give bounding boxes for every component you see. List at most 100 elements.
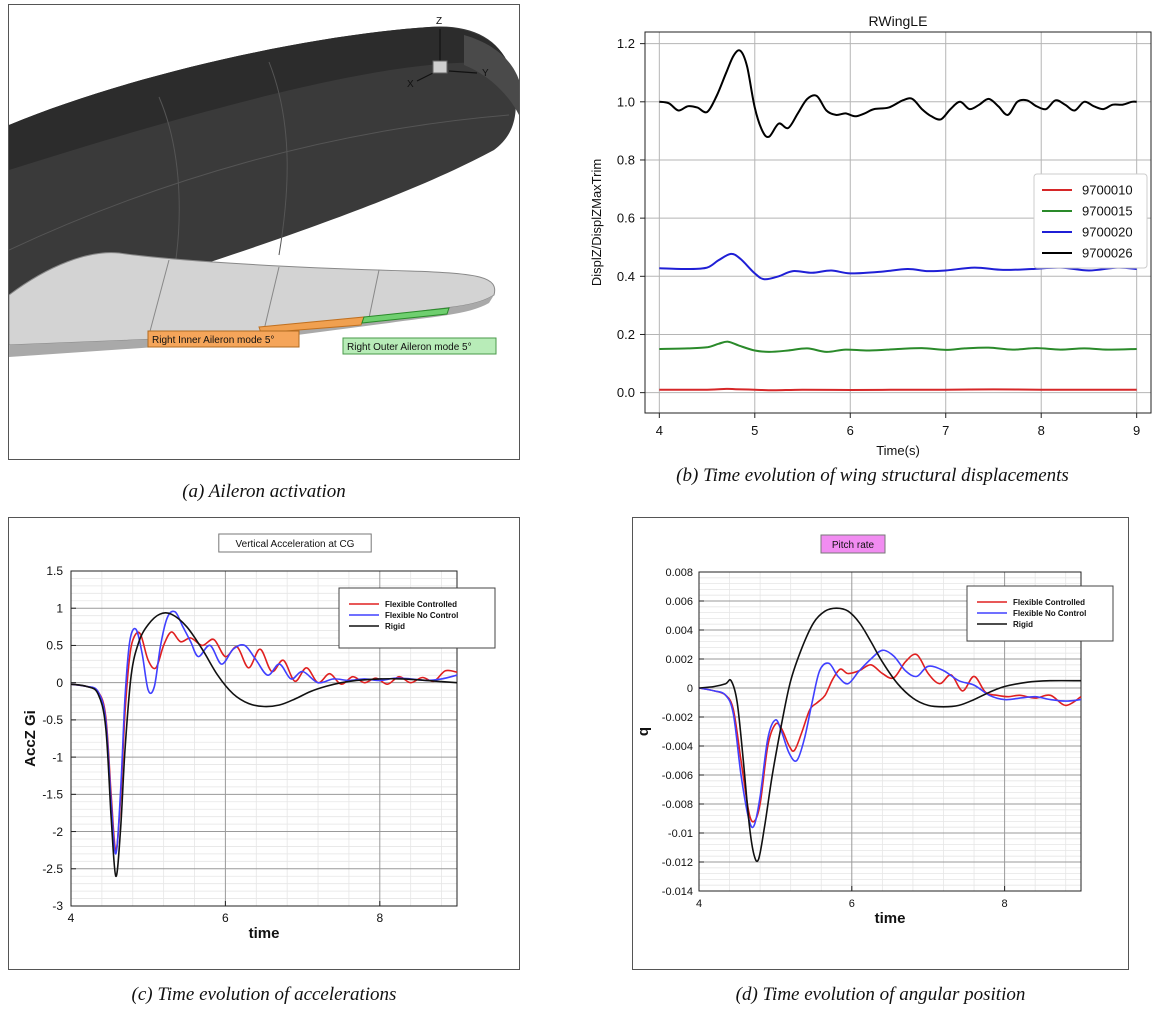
x-tick-label: 4 [68,911,75,925]
x-tick-label: 6 [847,423,854,438]
wing-rib-line [263,266,280,331]
legend-entry: 9700020 [1082,225,1133,240]
plot-area-border [70,570,458,907]
x-tick-label: 6 [849,898,855,910]
y-tick-label: -2 [52,825,63,839]
y-tick-label: -0.002 [662,712,693,724]
axis-z-label: Z [436,16,442,27]
x-tick-label: 8 [1002,898,1008,910]
aileron-render-panel: Z X Y Right Inner Aileron mode 5° Right … [8,4,520,460]
y-tick-label: -1.5 [42,788,63,802]
wing-shadow [9,295,494,357]
series-line [698,607,1082,863]
chart-title: RWingLE [869,13,928,29]
axis-y-line [448,70,478,74]
caption-a: (a) Aileron activation [182,481,346,502]
outer-aileron-label-box [342,337,497,355]
y-tick-label: -0.5 [42,713,63,727]
outer-aileron-label: Right Outer Aileron mode 5° [347,342,472,353]
legend-entry: Flexible No Control [1013,609,1086,618]
legend-entry: Rigid [1013,620,1033,629]
y-axis-label: AccZ Gi [22,710,39,767]
x-tick-label: 4 [656,423,663,438]
plot-area-border [644,31,1152,414]
x-tick-label: 8 [1038,423,1045,438]
y-tick-label: 0.2 [617,327,635,342]
y-tick-label: 1.5 [46,564,63,578]
series-line [659,340,1137,353]
fuselage-highlight [9,26,509,170]
y-tick-label: -2.5 [42,862,63,876]
series-line [698,653,1082,823]
series-line [698,649,1082,829]
y-tick-label: 0.4 [617,269,635,284]
axis-triad-cube [432,60,448,74]
y-tick-label: 0.002 [665,654,693,666]
plot-area-border [698,571,1082,892]
x-axis-label: Time(s) [876,443,920,458]
x-axis-label: time [875,910,906,927]
y-tick-label: 1.0 [617,94,635,109]
series-line [70,611,458,878]
axis-x-label: X [407,79,414,90]
wing-rib-line [368,269,380,319]
y-tick-label: 0.008 [665,567,693,579]
chart-title: Pitch rate [832,540,875,551]
axis-x-line [416,72,434,82]
series-line [659,387,1137,392]
inner-aileron-label-box [147,330,300,348]
series-line [70,631,458,852]
y-tick-label: 1.2 [617,36,635,51]
x-tick-label: 8 [376,911,383,925]
caption-c: (c) Time evolution of accelerations [131,984,397,1005]
chart-title: Vertical Acceleration at CG [236,539,355,550]
tail-cone [464,35,519,115]
y-tick-label: 0 [687,683,693,695]
x-tick-label: 9 [1133,423,1140,438]
y-tick-label: -1 [52,750,63,764]
y-tick-label: -0.012 [662,857,693,869]
x-axis-label: time [249,925,280,942]
y-tick-label: -0.008 [662,799,693,811]
x-tick-label: 5 [751,423,758,438]
y-tick-label: 0.6 [617,211,635,226]
outer-aileron [361,307,450,324]
aircraft-render: Z X Y Right Inner Aileron mode 5° Right … [9,16,519,357]
legend-entry: 9700010 [1082,183,1133,198]
y-tick-label: 0.8 [617,153,635,168]
y-tick-label: -3 [52,899,63,913]
wing-rib-line [148,259,170,336]
chart-pitch-rate: 4 6 8 -0.014 -0.012 -0.01 -0.008 -0.006 -0.004 -0… [635,534,1114,927]
legend-entry: Flexible No Control [385,611,458,620]
chart-rwingle: 4 5 6 7 8 9 0.0 0.2 0.4 0.6 0.8 1.0 1.2 Time(s) DisplZ… [589,13,1152,458]
legend-entry: Flexible Controlled [385,600,457,609]
legend-box [1033,173,1148,269]
chart-vertical-acceleration: 4 6 8 -3 -2.5 -2 -1.5 -1 -0.5 0 0.5 1 1.5 time AccZ Gi… [22,533,496,942]
wing [9,252,496,346]
y-tick-label: 1 [56,601,63,615]
legend-entry: 9700015 [1082,204,1133,219]
chart-title-box [218,533,372,553]
y-tick-label: 0.5 [46,639,63,653]
y-tick-label: -0.006 [662,770,693,782]
axis-y-label: Y [482,68,489,79]
y-axis-label: DisplZ/DisplZMaxTrim [589,159,604,286]
x-tick-label: 6 [222,911,229,925]
chart-title-box [820,534,886,554]
legend-box [338,587,496,649]
y-tick-label: 0 [56,676,63,690]
legend-entry: Flexible Controlled [1013,598,1085,607]
series-line [659,252,1137,281]
fuselage-frame-line [268,61,288,256]
series-line [659,49,1137,138]
fuselage-frame-line [9,114,510,251]
y-tick-label: 0.0 [617,385,635,400]
y-tick-label: -0.01 [668,828,693,840]
y-tick-label: 0.004 [665,625,693,637]
caption-d: (d) Time evolution of angular position [735,984,1026,1005]
y-tick-label: -0.004 [662,741,693,753]
y-tick-label: 0.006 [665,596,693,608]
legend-entry: 9700026 [1082,246,1133,261]
legend-entry: Rigid [385,622,405,631]
inner-aileron-label: Right Inner Aileron mode 5° [152,335,274,346]
